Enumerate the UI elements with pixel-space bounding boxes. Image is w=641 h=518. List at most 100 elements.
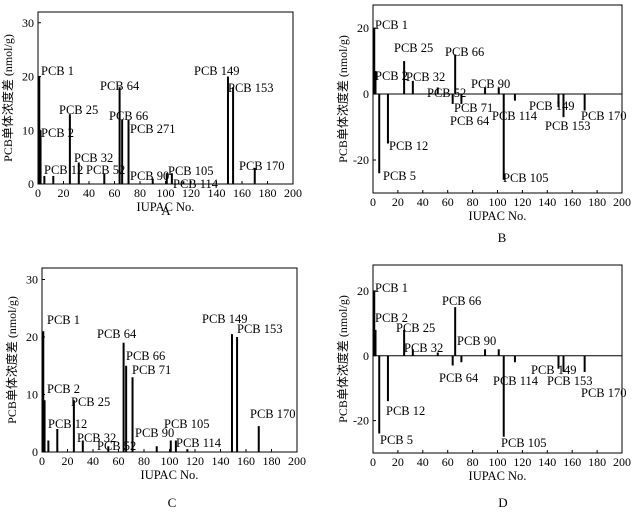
bar-label: PCB 105 — [503, 171, 549, 185]
bar-label: PCB 90 — [130, 169, 169, 183]
bar-label: PCB 32 — [404, 341, 443, 355]
bar-label: PCB 25 — [71, 395, 110, 409]
y-axis-label: PCB单体浓度差 (nmol/g) — [0, 34, 15, 162]
bar-label: PCB 66 — [109, 109, 148, 123]
x-tick-label: 40 — [87, 454, 99, 468]
bar-label: PCB 170 — [250, 407, 296, 421]
x-axis-label: IUPAC No. — [141, 468, 199, 482]
bar-label: PCB 5 — [383, 169, 416, 183]
x-tick-label: 180 — [588, 195, 606, 209]
bar-label: PCB 170 — [581, 109, 627, 123]
bar-label: PCB 32 — [77, 431, 116, 445]
x-tick-label: 160 — [237, 454, 255, 468]
x-tick-label: 100 — [489, 195, 507, 209]
x-tick-label: 200 — [288, 454, 306, 468]
x-tick-label: 120 — [186, 454, 204, 468]
y-tick-label: 20 — [357, 284, 369, 298]
x-tick-label: 60 — [442, 455, 454, 469]
x-tick-label: 160 — [563, 195, 581, 209]
y-tick-label: 20 — [26, 330, 38, 344]
bar-label: PCB 1 — [47, 313, 80, 327]
bar-label: PCB 149 — [194, 64, 240, 78]
panel-label: D — [498, 495, 507, 510]
bar-label: PCB 25 — [394, 41, 433, 55]
x-tick-label: 0 — [35, 186, 41, 200]
y-tick-label: 0 — [32, 445, 38, 459]
x-tick-label: 60 — [113, 454, 125, 468]
bar-label: PCB 1 — [375, 281, 408, 295]
x-tick-label: 60 — [109, 186, 121, 200]
bar-label: PCB 64 — [439, 371, 479, 385]
y-tick-label: 20 — [22, 70, 34, 84]
x-tick-label: 200 — [613, 455, 631, 469]
bar-label: PCB 1 — [41, 64, 74, 78]
bar-label: PCB 105 — [168, 164, 214, 178]
x-tick-label: 200 — [613, 195, 631, 209]
bar-label: PCB 153 — [228, 81, 274, 95]
x-tick-label: 0 — [370, 195, 376, 209]
y-tick-label: -20 — [353, 153, 369, 167]
panel-label: B — [498, 230, 507, 245]
x-tick-label: 20 — [58, 186, 70, 200]
bar-label: PCB 64 — [100, 79, 140, 93]
x-tick-label: 20 — [392, 195, 404, 209]
x-tick-label: 0 — [370, 455, 376, 469]
x-tick-label: 100 — [161, 454, 179, 468]
x-tick-label: 0 — [39, 454, 45, 468]
bar-label: PCB 90 — [457, 334, 496, 348]
bar-label: PCB 153 — [237, 322, 283, 336]
x-tick-label: 200 — [284, 186, 302, 200]
x-tick-label: 100 — [489, 455, 507, 469]
bar-label: PCB 114 — [493, 374, 539, 388]
bar-label: PCB 64 — [97, 327, 137, 341]
bar-label: PCB 2 — [41, 126, 74, 140]
bar-label: PCB 52 — [97, 439, 136, 453]
bar-label: PCB 149 — [202, 312, 248, 326]
bar-label: PCB 32 — [74, 151, 113, 165]
x-tick-label: 160 — [233, 186, 251, 200]
bar-label: PCB 90 — [135, 426, 174, 440]
x-tick-label: 180 — [263, 454, 281, 468]
bar-label: PCB 12 — [389, 139, 428, 153]
bar-label: PCB 64 — [450, 114, 490, 128]
x-tick-label: 140 — [208, 186, 226, 200]
bar-label: PCB 153 — [545, 119, 591, 133]
x-tick-label: 80 — [467, 195, 479, 209]
panel-b: 0 20 40 60 80 100 120 140 160 180 200 -20 0 20 PCB 1 PC… — [335, 4, 631, 245]
bar-label: PCB 149 — [529, 99, 575, 113]
x-tick-label: 120 — [513, 455, 531, 469]
bar-label: PCB 25 — [396, 321, 435, 335]
bar-label: PCB 12 — [44, 163, 83, 177]
bar-label: PCB 25 — [59, 103, 98, 117]
bar-label: PCB 12 — [48, 417, 87, 431]
x-tick-label: 140 — [538, 455, 556, 469]
y-tick-label: 10 — [26, 388, 38, 402]
y-axis-label: PCB单体浓度差 (nmol/g) — [335, 295, 350, 423]
bar-label: PCB 12 — [386, 404, 425, 418]
x-axis-label: IUPAC No. — [469, 209, 527, 223]
x-tick-label: 20 — [392, 455, 404, 469]
x-tick-label: 180 — [259, 186, 277, 200]
panel-a: 0 20 40 60 80 100 120 140 160 180 200 0 10 20 30 PCB 1 P… — [0, 11, 302, 218]
panel-d: 0 20 40 60 80 100 120 140 160 180 200 -20 0 20 PCB 1 PC… — [335, 264, 631, 510]
bar-label: PCB 2 — [375, 311, 408, 325]
x-tick-label: 140 — [538, 195, 556, 209]
bar-label: PCB 32 — [406, 70, 445, 84]
x-axis-label: IUPAC No. — [137, 200, 195, 214]
panel-c: 0 20 40 60 80 100 120 140 160 180 200 0 10 20 30 PCB 1 P… — [4, 267, 306, 510]
x-tick-label: 180 — [588, 455, 606, 469]
bar-label: PCB 66 — [445, 45, 484, 59]
bar-label: PCB 105 — [164, 417, 210, 431]
y-tick-label: 0 — [363, 87, 369, 101]
x-tick-label: 40 — [417, 455, 429, 469]
panel-label: C — [168, 495, 177, 510]
bar-label: PCB 52 — [427, 86, 466, 100]
bar-label: PCB 114 — [492, 109, 538, 123]
bar-label: PCB 71 — [132, 363, 171, 377]
y-axis-label: PCB单体浓度差 (nmol/g) — [335, 35, 350, 163]
bar-label: PCB 149 — [531, 363, 577, 377]
bar-label: PCB 66 — [126, 349, 165, 363]
y-tick-label: 30 — [26, 273, 38, 287]
bar-label: PCB 153 — [547, 374, 593, 388]
